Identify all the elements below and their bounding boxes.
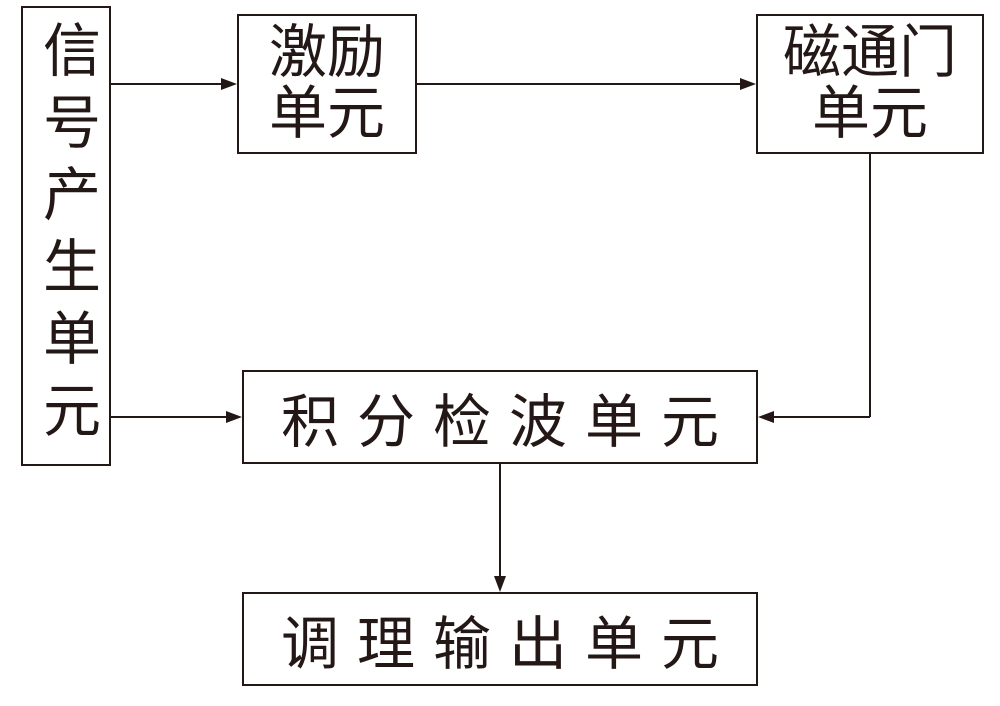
node-signal-generation: 信号产生单元 [21,6,111,466]
node-label: 磁通门 单元 [783,23,957,145]
node-label: 激励 单元 [269,23,385,145]
node-label: 积分检波单元 [263,375,737,459]
node-fluxgate-unit: 磁通门 单元 [756,14,984,154]
node-excitation-unit: 激励 单元 [237,14,417,154]
node-label: 调理输出单元 [263,597,737,681]
node-label: 信号产生单元 [37,20,95,452]
flowchart-stage: 信号产生单元 激励 单元 磁通门 单元 积分检波单元 调理输出单元 [0,0,1000,706]
node-conditioning-output-unit: 调理输出单元 [242,592,758,686]
node-integration-detection-unit: 积分检波单元 [242,370,758,464]
